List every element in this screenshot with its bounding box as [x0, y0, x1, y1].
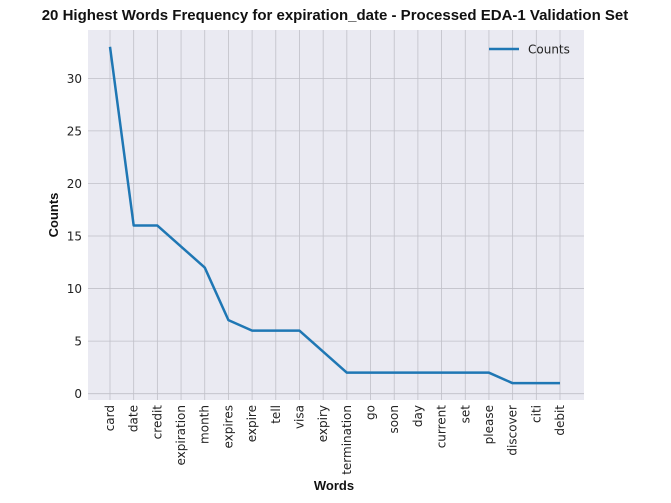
x-tick-label: credit: [150, 405, 164, 440]
y-axis-label: Counts: [46, 193, 61, 238]
y-tick-label: 30: [67, 72, 82, 86]
x-tick-label: please: [482, 405, 496, 444]
x-tick-label: expiration: [174, 405, 188, 466]
x-tick-label: expiry: [316, 405, 330, 442]
x-tick-label: tell: [269, 405, 283, 424]
x-tick-label: expire: [245, 405, 259, 442]
x-tick-label: visa: [292, 405, 306, 429]
y-tick-label: 15: [67, 230, 82, 244]
x-tick-label: month: [198, 405, 212, 444]
y-tick-label: 25: [67, 124, 82, 138]
x-tick-label: citi: [529, 405, 543, 423]
x-tick-label: expires: [221, 405, 235, 449]
plot-area: [88, 30, 584, 400]
x-tick-label: date: [127, 405, 141, 432]
x-tick-label: soon: [387, 405, 401, 434]
x-tick-label: day: [411, 405, 425, 427]
y-tick-label: 0: [74, 387, 82, 401]
y-tick-label: 10: [67, 282, 82, 296]
chart-title: 20 Highest Words Frequency for expiratio…: [42, 7, 629, 24]
x-tick-label: go: [364, 405, 378, 420]
x-tick-label: set: [458, 405, 472, 424]
y-tick-label: 20: [67, 177, 82, 191]
y-axis-ticks: 0 5 10 15 20 25 30: [67, 72, 82, 401]
x-axis-label: Words: [314, 478, 354, 493]
x-tick-label: discover: [506, 405, 520, 456]
x-tick-label: current: [435, 405, 449, 449]
x-tick-label: debit: [553, 405, 567, 436]
x-axis-ticks: card date credit expiration month expires expi…: [103, 405, 567, 475]
x-tick-label: termination: [340, 405, 354, 475]
x-tick-label: card: [103, 405, 117, 431]
legend-label-counts: Counts: [528, 43, 570, 57]
y-tick-label: 5: [74, 335, 82, 349]
